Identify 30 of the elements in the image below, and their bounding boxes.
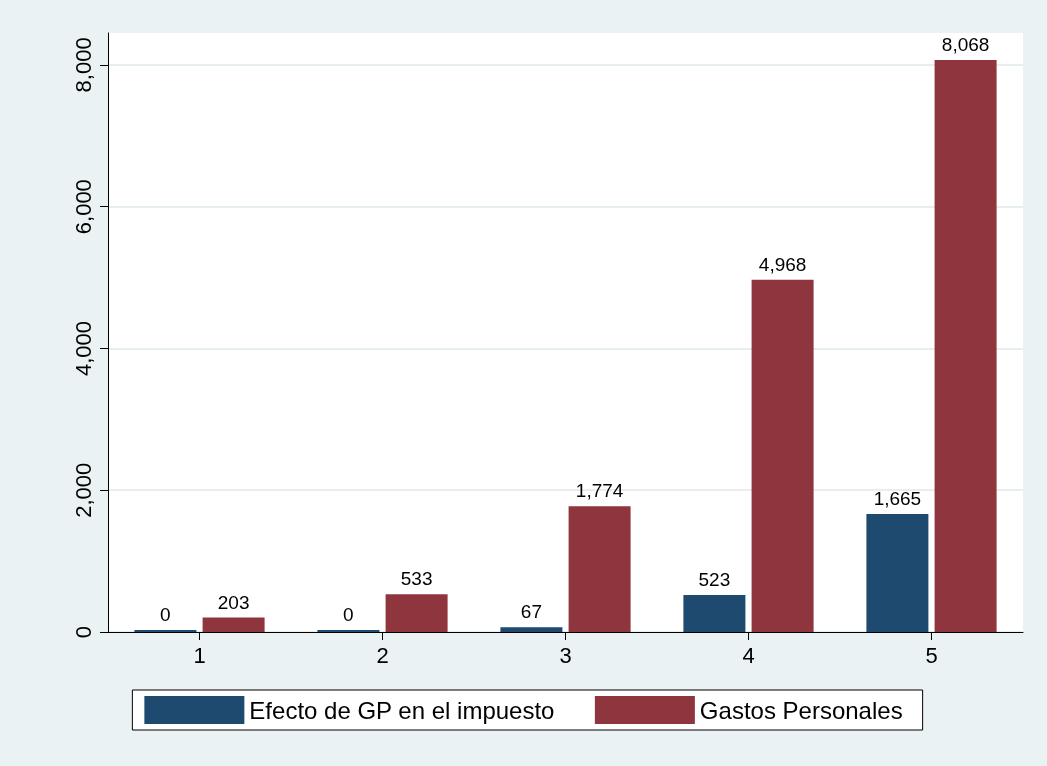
y-tick-label: 4,000 [70, 320, 96, 376]
y-tick-label: 2,000 [70, 462, 96, 518]
data-label: 67 [520, 601, 542, 623]
bar [751, 279, 814, 632]
legend-label: Efecto de GP en el impuesto [249, 696, 555, 724]
bar [500, 627, 563, 632]
data-label: 533 [400, 568, 433, 590]
y-tick-label: 0 [70, 625, 96, 639]
legend-label: Gastos Personales [699, 696, 903, 724]
data-label: 1,774 [575, 480, 624, 502]
bar [568, 506, 631, 632]
data-label: 8,068 [941, 34, 990, 56]
bar [866, 513, 929, 632]
data-label: 523 [698, 568, 731, 590]
bar [202, 617, 265, 632]
x-tick-label: 1 [193, 642, 206, 668]
x-tick-label: 3 [559, 642, 572, 668]
bar [385, 594, 448, 632]
data-label: 1,665 [873, 487, 922, 509]
y-tick-label: 8,000 [70, 37, 96, 93]
data-label: 0 [160, 604, 171, 625]
x-tick-label: 5 [925, 642, 938, 668]
x-tick-label: 4 [742, 642, 755, 668]
bar [683, 594, 746, 632]
data-label: 203 [217, 591, 250, 613]
bar [934, 60, 997, 632]
y-tick-label: 6,000 [70, 179, 96, 235]
data-label: 0 [343, 604, 354, 625]
data-label: 4,968 [758, 253, 807, 275]
x-tick-label: 2 [376, 642, 389, 668]
